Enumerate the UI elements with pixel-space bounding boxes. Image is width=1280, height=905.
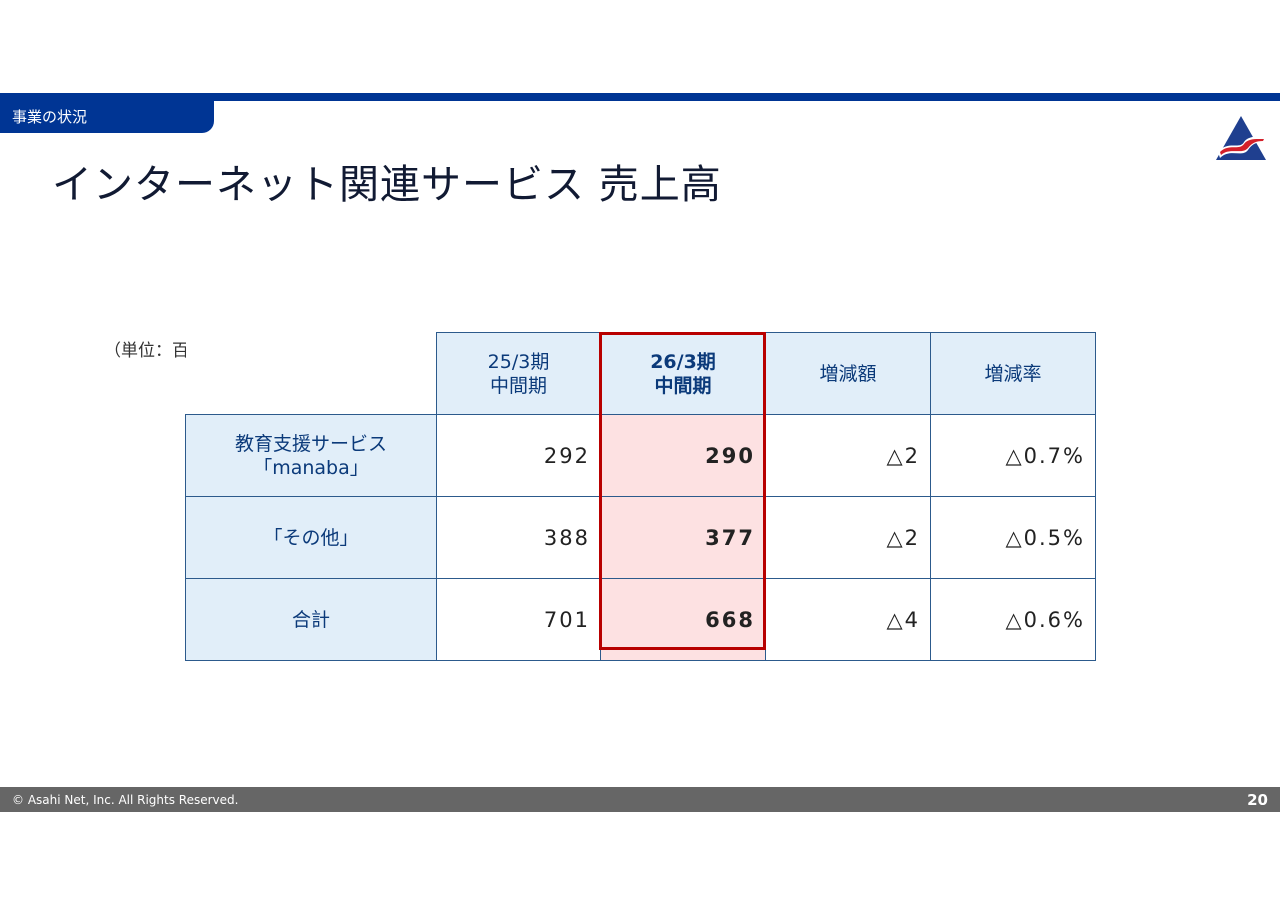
col-header-line2: 中間期 (489, 374, 547, 397)
cell: △0.5% (930, 496, 1096, 579)
cell-highlight: 668 (600, 578, 766, 661)
footer-bar: © Asahi Net, Inc. All Rights Reserved. 2… (0, 787, 1280, 812)
table-row: 教育支援サービス 「manaba」 292 290 △2 △0.7% (185, 414, 1096, 497)
cell: △0.6% (930, 578, 1096, 661)
cell: 292 (436, 414, 601, 497)
sales-table: 25/3期 中間期 26/3期 中間期 増減額 増減率 教育支援サービス 「manab… (185, 332, 1096, 661)
col-header: 25/3期 中間期 (436, 332, 601, 415)
corner-cell (185, 332, 437, 415)
col-header-line1: 26/3期 (650, 350, 716, 373)
row-label: 合計 (185, 578, 437, 661)
row-label: 「その他」 (185, 496, 437, 579)
cell: 388 (436, 496, 601, 579)
copyright: © Asahi Net, Inc. All Rights Reserved. (12, 793, 239, 807)
page-title: インターネット関連サービス 売上高 (52, 162, 722, 208)
col-header: 増減額 (765, 332, 931, 415)
section-tab: 事業の状況 (0, 93, 214, 133)
cell-highlight: 377 (600, 496, 766, 579)
cell: △0.7% (930, 414, 1096, 497)
table-row-total: 合計 701 668 △4 △0.6% (185, 578, 1096, 661)
cell: △4 (765, 578, 931, 661)
row-label-line2: 「manaba」 (253, 456, 369, 479)
header-bar (0, 93, 1280, 101)
col-header: 増減率 (930, 332, 1096, 415)
col-header-line1: 25/3期 (487, 350, 550, 373)
cell: △2 (765, 496, 931, 579)
cell: △2 (765, 414, 931, 497)
row-label-line1: 教育支援サービス (234, 432, 387, 455)
table-row: 「その他」 388 377 △2 △0.5% (185, 496, 1096, 579)
table-header-row: 25/3期 中間期 26/3期 中間期 増減額 増減率 (185, 332, 1096, 415)
company-logo (1216, 116, 1266, 160)
page-number: 20 (1247, 791, 1268, 809)
col-header-highlight: 26/3期 中間期 (600, 332, 766, 415)
cell-highlight: 290 (600, 414, 766, 497)
col-header-line2: 中間期 (654, 374, 712, 397)
row-label: 教育支援サービス 「manaba」 (185, 414, 437, 497)
cell: 701 (436, 578, 601, 661)
